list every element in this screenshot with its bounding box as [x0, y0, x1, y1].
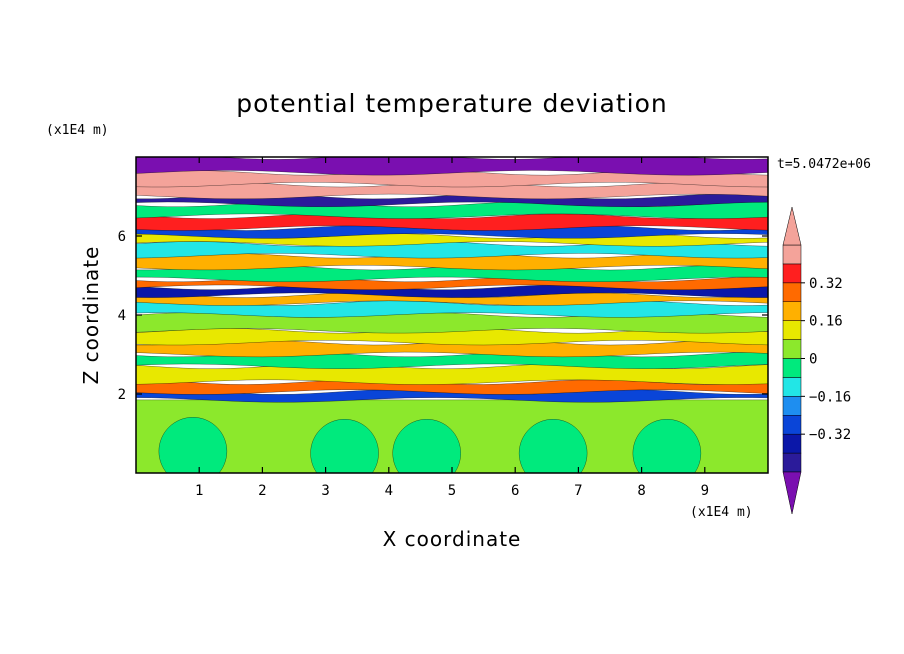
colorbar-level	[782, 320, 802, 340]
x-axis-unit: (x1E4 m)	[690, 505, 753, 520]
colorbar-level	[782, 452, 802, 473]
convective-cell	[518, 419, 588, 473]
x-tick-label: 9	[701, 483, 709, 499]
colorbar-tick-label: 0.16	[809, 314, 843, 330]
y-axis-ticks: 2 4 6	[118, 229, 768, 403]
convective-cell	[158, 417, 228, 473]
x-tick-label: 5	[448, 483, 456, 499]
x-tick-label: 2	[258, 483, 266, 499]
plot-area: 1 2 3 4 5 6 7 8 9 2 4 6	[118, 156, 769, 499]
contour-band	[136, 253, 768, 271]
contour-band	[136, 389, 768, 403]
colorbar-extend-bottom	[782, 471, 802, 515]
colorbar-level	[782, 396, 802, 416]
colorbar-extend-top	[782, 206, 802, 246]
convective-cell	[632, 419, 702, 473]
colorbar-level	[782, 244, 802, 265]
convective-cell	[310, 419, 379, 473]
contour-cells	[158, 417, 702, 473]
x-tick-label: 3	[321, 483, 329, 499]
contour-band	[136, 328, 768, 346]
colorbar: 0.32 0.16 0 −0.16 −0.32	[782, 206, 851, 515]
convective-cell	[392, 419, 461, 473]
time-annotation: t=5.0472e+06	[777, 157, 871, 172]
colorbar-level	[782, 301, 802, 321]
x-tick-label: 6	[511, 483, 519, 499]
x-tick-label: 1	[195, 483, 203, 499]
contour-field	[136, 157, 768, 473]
colorbar-tick-label: 0.32	[809, 276, 843, 292]
colorbar-tick-label: −0.16	[809, 389, 851, 405]
contour-band	[136, 300, 768, 318]
colorbar-level	[782, 339, 802, 359]
contour-band	[136, 265, 768, 282]
x-tick-label: 4	[385, 483, 393, 499]
colorbar-level	[782, 415, 802, 435]
contour-band	[136, 182, 768, 200]
x-axis-label: X coordinate	[383, 527, 522, 551]
colorbar-level	[782, 282, 802, 303]
chart-title: potential temperature deviation	[236, 89, 667, 118]
x-tick-label: 8	[637, 483, 645, 499]
colorbar-level	[782, 377, 802, 397]
y-tick-label: 4	[118, 308, 126, 324]
colorbar-tick-label: 0	[809, 352, 817, 368]
y-axis-label: Z coordinate	[79, 246, 103, 385]
colorbar-level	[782, 263, 802, 284]
y-axis-unit: (x1E4 m)	[46, 123, 109, 138]
contour-band	[136, 157, 768, 176]
x-axis-ticks: 1 2 3 4 5 6 7 8 9	[195, 157, 709, 499]
colorbar-tick-label: −0.32	[809, 427, 851, 443]
x-tick-label: 7	[574, 483, 582, 499]
colorbar-level	[782, 433, 802, 454]
y-tick-label: 6	[118, 229, 126, 245]
y-tick-label: 2	[118, 387, 126, 403]
contour-band	[136, 340, 768, 358]
colorbar-level	[782, 358, 802, 378]
